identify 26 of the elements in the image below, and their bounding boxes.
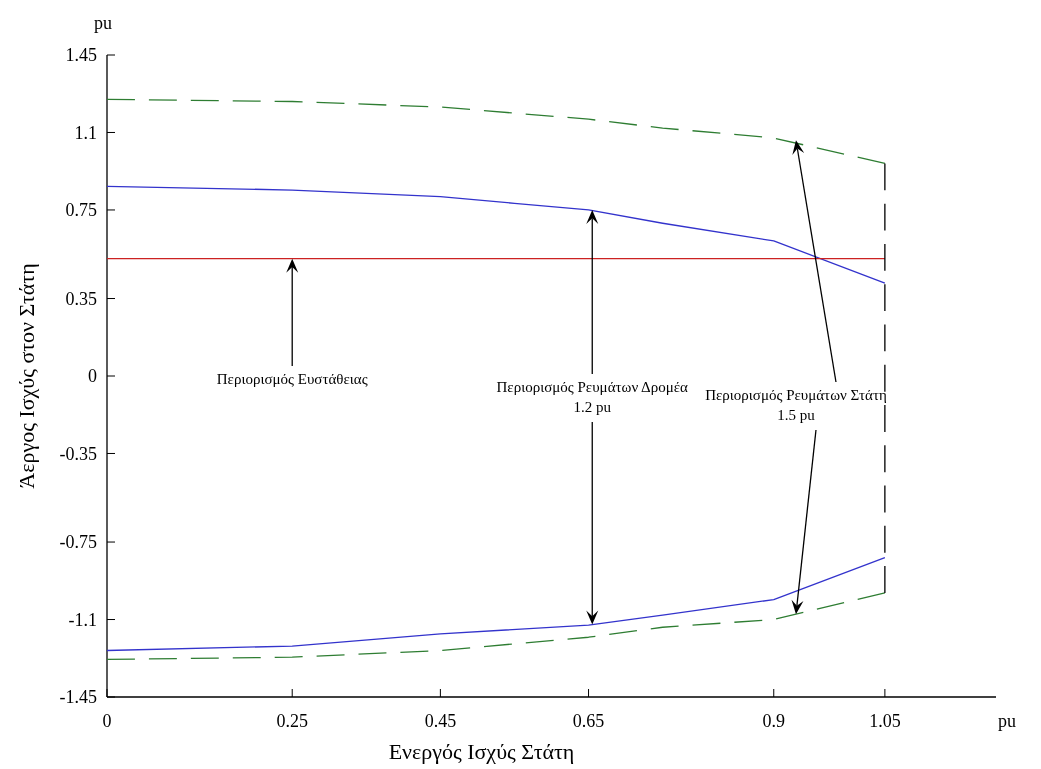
x-axis-title: Ενεργός Ισχύς Στάτη bbox=[388, 739, 575, 764]
annotation: Περιορισμός Ευστάθειας bbox=[216, 371, 368, 387]
y-tick-label: -1.45 bbox=[59, 687, 97, 708]
x-tick-label: 0.65 bbox=[572, 711, 605, 731]
annotation: Περιορισμός Ρευμάτων Στάτη 1.5 pu bbox=[705, 387, 887, 423]
y-tick-label: 0.35 bbox=[65, 288, 97, 309]
y-tick-label: 1.1 bbox=[74, 122, 97, 143]
text: pu bbox=[998, 711, 1016, 731]
x-tick-label: 0.9 bbox=[762, 711, 785, 731]
y-tick-label: -1.1 bbox=[68, 609, 97, 630]
y-tick-label: 1.45 bbox=[65, 45, 97, 66]
line-series bbox=[106, 98, 886, 165]
x-tick-label: 0 bbox=[102, 711, 112, 731]
x-tick-label: 0.25 bbox=[276, 711, 308, 731]
y-tick-label: -0.75 bbox=[59, 532, 97, 553]
y-tick-label: -0.35 bbox=[59, 443, 97, 464]
y-tick-label: 0 bbox=[88, 366, 97, 387]
y-axis-title: Άεργος Ισχύς στον Στάτη bbox=[14, 263, 39, 489]
line-series bbox=[106, 185, 886, 284]
x-tick-label: 1.05 bbox=[869, 711, 901, 731]
y-tick-label: 0.75 bbox=[65, 200, 97, 221]
line-series bbox=[106, 592, 886, 661]
line-series bbox=[106, 556, 886, 652]
text: pu bbox=[94, 13, 112, 33]
x-tick-label: 0.45 bbox=[424, 711, 457, 731]
annotation: Περιορισμός Ρευμάτων Δρομέα 1.2 pu bbox=[496, 379, 689, 415]
